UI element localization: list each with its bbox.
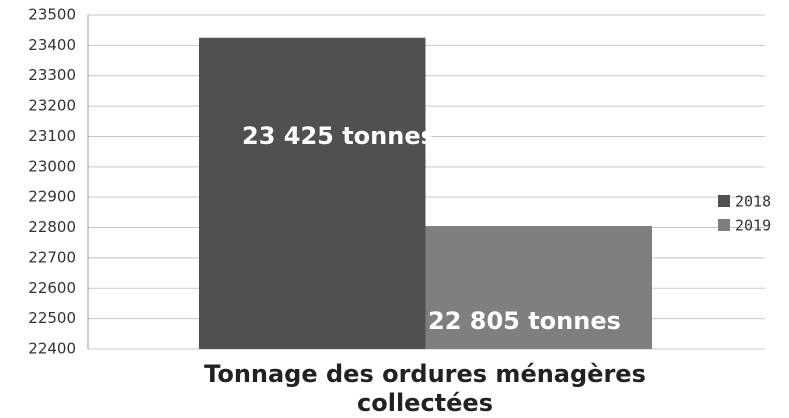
chart-title: Tonnage des ordures ménagères collectées — [204, 360, 646, 417]
bar — [199, 37, 426, 349]
y-tick-label: 23200 — [28, 97, 76, 115]
y-tick-label: 22700 — [28, 248, 76, 266]
y-tick-label: 23300 — [28, 66, 76, 84]
legend-swatch — [718, 219, 730, 231]
data-label: 23 425 tonnes — [242, 122, 435, 150]
y-tick-label: 23100 — [28, 127, 76, 145]
data-label: 22 805 tonnes — [428, 307, 621, 335]
y-tick-label: 22400 — [28, 340, 76, 358]
legend-swatch — [718, 195, 730, 207]
y-tick-label: 22900 — [28, 188, 76, 206]
legend-label: 2019 — [735, 217, 771, 235]
y-tick-label: 23500 — [28, 6, 76, 24]
y-tick-label: 22600 — [28, 279, 76, 297]
chart: 22400 22500 22600 22700 22800 22900 23000 23100… — [28, 6, 771, 358]
y-tick-label: 22500 — [28, 309, 76, 327]
y-tick-label: 23000 — [28, 157, 76, 175]
bar — [425, 226, 652, 349]
y-tick-label: 22800 — [28, 218, 76, 236]
y-tick-label: 23400 — [28, 36, 76, 54]
legend-label: 2018 — [735, 193, 771, 211]
